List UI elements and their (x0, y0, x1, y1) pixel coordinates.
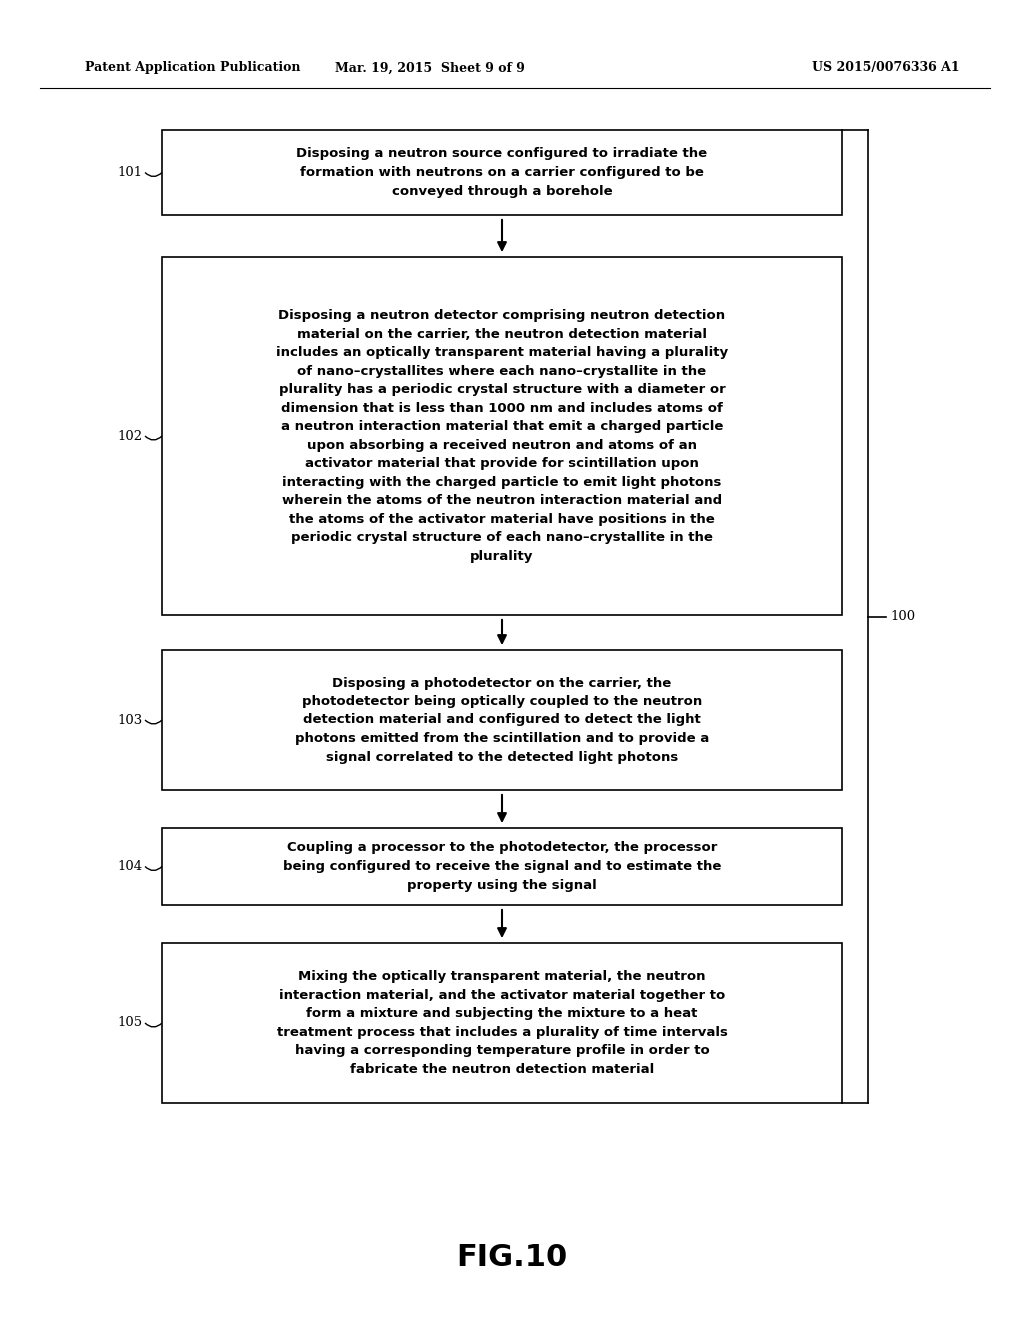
Bar (162, 649, 842, 789)
Text: Disposing a neutron source configured to irradiate the
formation with neutrons o: Disposing a neutron source configured to… (296, 148, 708, 198)
Bar (162, 129, 842, 215)
Text: Disposing a photodetector on the carrier, the
photodetector being optically coup: Disposing a photodetector on the carrier… (295, 676, 710, 763)
Text: Coupling a processor to the photodetector, the processor
being configured to rec: Coupling a processor to the photodetecto… (283, 842, 721, 891)
Text: US 2015/0076336 A1: US 2015/0076336 A1 (812, 62, 961, 74)
Text: 103: 103 (118, 714, 143, 726)
Text: 102: 102 (118, 429, 143, 442)
Bar (162, 942, 842, 1104)
Bar (162, 828, 842, 906)
Text: Patent Application Publication: Patent Application Publication (85, 62, 300, 74)
Text: 100: 100 (890, 610, 915, 623)
Text: FIG.10: FIG.10 (457, 1243, 567, 1272)
Bar (162, 257, 842, 615)
Text: Disposing a neutron detector comprising neutron detection
material on the carrie: Disposing a neutron detector comprising … (275, 309, 728, 562)
Text: 101: 101 (118, 166, 143, 180)
Text: Mixing the optically transparent material, the neutron
interaction material, and: Mixing the optically transparent materia… (276, 970, 727, 1076)
Text: 104: 104 (118, 861, 143, 873)
Text: 105: 105 (118, 1016, 143, 1030)
Text: Mar. 19, 2015  Sheet 9 of 9: Mar. 19, 2015 Sheet 9 of 9 (335, 62, 525, 74)
